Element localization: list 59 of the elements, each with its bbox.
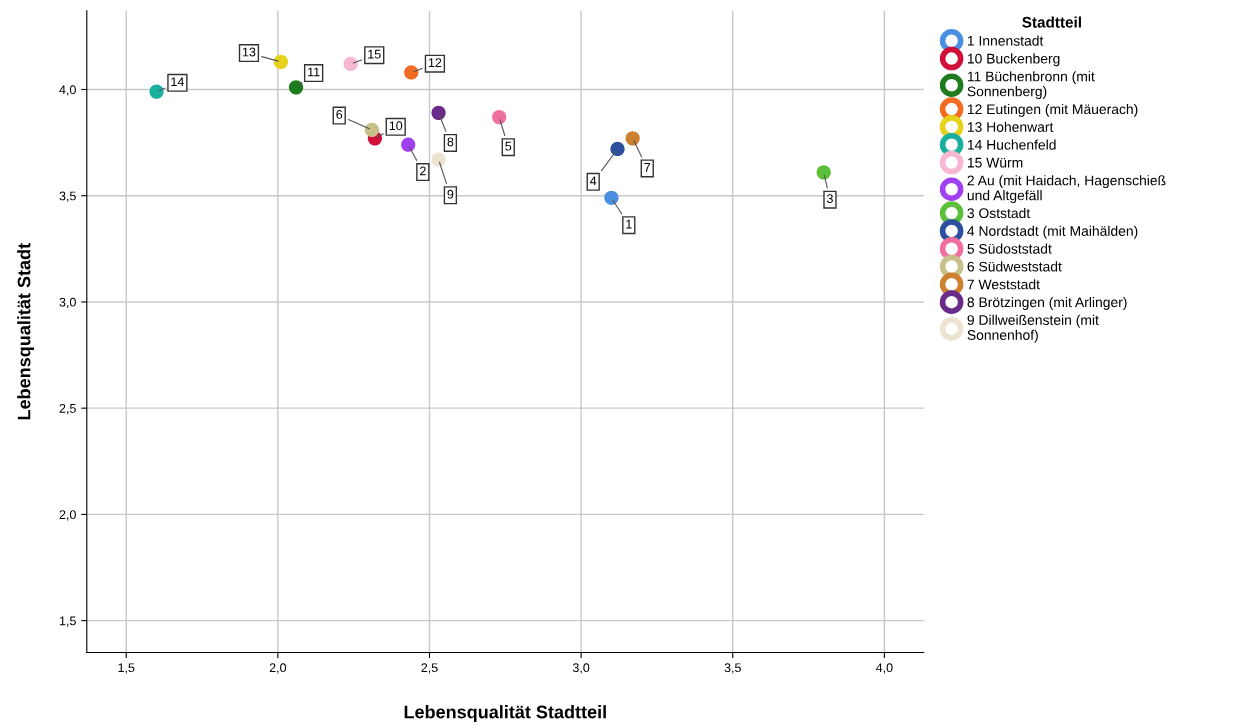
legend-label: 13 Hohenwart bbox=[967, 121, 1054, 132]
x-tick-label: 3,5 bbox=[724, 663, 741, 674]
y-tick-label: 1,5 bbox=[59, 616, 76, 627]
annotation: 4 bbox=[590, 176, 597, 186]
legend-label: 12 Eutingen (mit Mäuerach) bbox=[967, 103, 1138, 117]
annotation: 12 bbox=[428, 58, 442, 67]
legend-label: 15 Würm bbox=[967, 157, 1023, 168]
annotation: 14 bbox=[171, 77, 184, 87]
point bbox=[604, 190, 619, 205]
annotation: 5 bbox=[505, 141, 512, 151]
point bbox=[816, 165, 831, 180]
legend-label: 10 Buckenberg bbox=[967, 53, 1060, 67]
y-tick-label: 2,0 bbox=[59, 510, 76, 521]
legend-label: 14 Huchenfeld bbox=[967, 139, 1056, 150]
point bbox=[431, 105, 446, 120]
legend-label: 7 Weststadt bbox=[967, 279, 1040, 290]
y-tick-label: 3,0 bbox=[59, 297, 76, 309]
point bbox=[149, 84, 164, 99]
point bbox=[273, 54, 288, 69]
legend-label: 3 Oststadt bbox=[967, 207, 1031, 219]
y-tick-label: 3,5 bbox=[59, 191, 76, 202]
annotation: 2 bbox=[420, 166, 426, 176]
point bbox=[288, 80, 304, 95]
annotation: 1 bbox=[626, 219, 632, 229]
x-tick-label: 2,0 bbox=[269, 663, 287, 674]
annotation: 13 bbox=[242, 47, 256, 57]
x-tick-label: 1,5 bbox=[118, 663, 135, 674]
point bbox=[343, 56, 358, 72]
legend-label: 11 Büchenbronn (mit Sonnenberg) bbox=[967, 71, 1095, 100]
point bbox=[492, 109, 507, 125]
legend-label: 8 Brötzingen (mit Arlinger) bbox=[967, 296, 1127, 310]
point bbox=[625, 131, 640, 146]
annotation: 9 bbox=[447, 189, 454, 199]
annotation: 6 bbox=[336, 110, 343, 119]
x-tick-label: 3,0 bbox=[572, 663, 590, 674]
legend-label: 5 Südoststadt bbox=[967, 243, 1052, 254]
y-tick-label: 2,5 bbox=[59, 403, 76, 415]
annotation: 3 bbox=[826, 194, 833, 204]
legend-title: Stadtteil bbox=[1022, 16, 1081, 28]
annotation: 10 bbox=[389, 121, 403, 131]
annotation: 7 bbox=[644, 163, 651, 172]
legend-label: 9 Dillweißenstein (mit Sonnenhof) bbox=[967, 314, 1099, 343]
point bbox=[610, 141, 625, 157]
legend-label: 1 Innenstadt bbox=[967, 35, 1044, 46]
annotation: 11 bbox=[308, 67, 320, 77]
point bbox=[364, 122, 379, 137]
point bbox=[404, 65, 419, 80]
y-tick-label: 4,0 bbox=[59, 85, 76, 96]
point bbox=[431, 152, 446, 167]
annotation: 15 bbox=[368, 49, 381, 59]
x-tick-label: 2,5 bbox=[421, 663, 438, 674]
annotation: 8 bbox=[447, 137, 454, 147]
y-axis-title: Lebensqualität Stadt bbox=[17, 243, 35, 420]
legend-label: 2 Au (mit Haidach, Hagenschieß und Altgefäll bbox=[967, 175, 1166, 204]
x-axis-title: Lebensqualität Stadtteil bbox=[404, 705, 606, 722]
legend-label: 4 Nordstadt (mit Maihälden) bbox=[967, 225, 1138, 239]
point bbox=[401, 137, 416, 152]
legend-label: 6 Südweststadt bbox=[967, 261, 1062, 272]
x-tick-label: 4,0 bbox=[875, 663, 893, 674]
